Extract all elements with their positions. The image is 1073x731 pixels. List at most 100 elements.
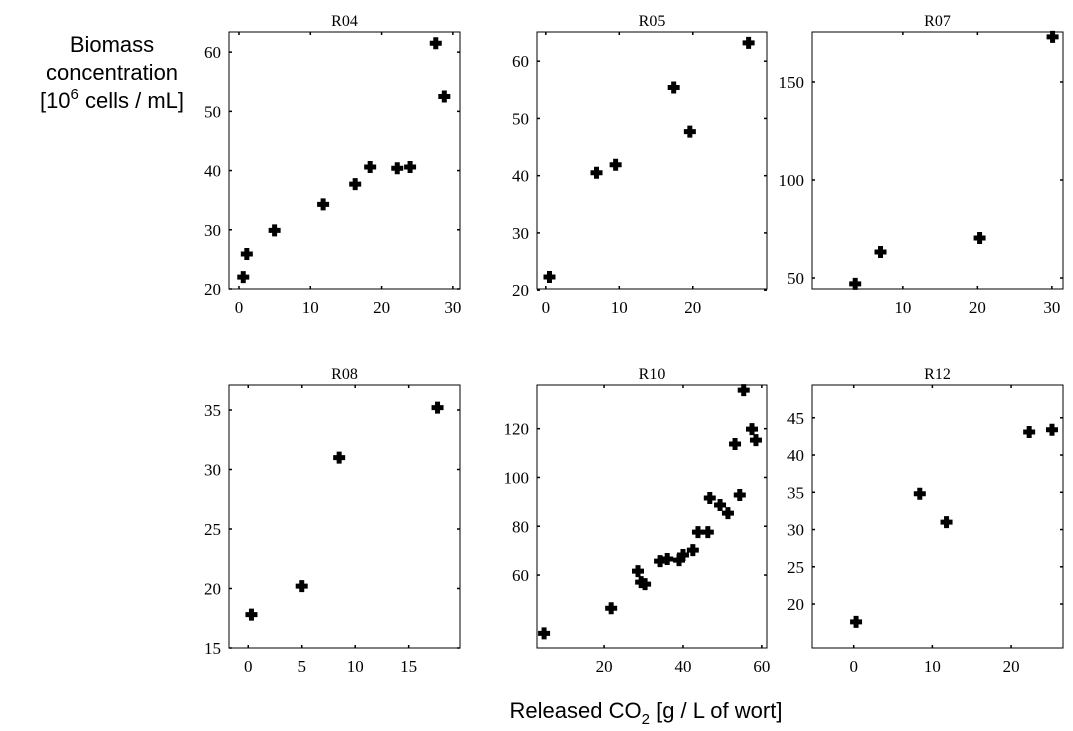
marker — [268, 224, 281, 237]
marker — [631, 565, 644, 578]
x-tick-label: 10 — [611, 298, 628, 317]
marker — [683, 125, 696, 138]
x-tick-label: 60 — [753, 657, 770, 676]
y-tick-label: 40 — [512, 167, 529, 186]
y-tick-label: 30 — [787, 521, 804, 540]
y-tick-label: 60 — [512, 566, 529, 585]
marker — [349, 178, 362, 191]
x-tick-label: 20 — [1003, 657, 1020, 676]
marker — [667, 81, 680, 94]
marker — [438, 90, 451, 103]
y-tick-label: 80 — [512, 517, 529, 536]
y-tick-label: 150 — [779, 73, 805, 92]
y-tick-label: 60 — [512, 52, 529, 71]
marker — [676, 549, 689, 562]
y-tick-label: 30 — [204, 221, 221, 240]
y-tick-label: 50 — [204, 102, 221, 121]
marker — [1023, 425, 1036, 438]
x-tick-label: 0 — [849, 657, 858, 676]
x-tick-label: 10 — [302, 298, 319, 317]
marker — [661, 552, 674, 565]
marker — [874, 245, 887, 258]
plot-frame — [228, 384, 461, 649]
marker — [295, 580, 308, 593]
marker — [691, 526, 704, 539]
y-tick-label: 30 — [512, 224, 529, 243]
marker — [1046, 30, 1059, 43]
x-tick-label: 30 — [444, 298, 461, 317]
y-axis-label: [106 cells / mL] — [40, 86, 184, 113]
marker — [1045, 423, 1058, 436]
x-tick-label: 0 — [542, 298, 551, 317]
y-tick-label: 50 — [787, 269, 804, 288]
marker — [973, 232, 986, 245]
marker — [245, 608, 258, 621]
marker — [404, 161, 417, 174]
y-tick-label: 100 — [779, 171, 805, 190]
x-axis-label: Released CO2 [g / L of wort] — [510, 698, 783, 728]
y-tick-label: 100 — [504, 468, 530, 487]
marker — [590, 166, 603, 179]
marker — [714, 499, 727, 512]
x-tick-label: 20 — [373, 298, 390, 317]
x-tick-label: 20 — [596, 657, 613, 676]
y-axis-label-superscript: 6 — [71, 86, 79, 103]
y-axis-label-part: cells / mL] — [79, 88, 184, 113]
y-tick-label: 15 — [204, 639, 221, 658]
plot-frame — [536, 384, 768, 649]
x-tick-label: 40 — [674, 657, 691, 676]
marker — [746, 423, 759, 436]
marker — [609, 158, 622, 171]
marker — [721, 507, 734, 520]
marker — [364, 161, 377, 174]
marker — [733, 489, 746, 502]
chart-title: R05 — [639, 13, 666, 30]
x-tick-label: 15 — [400, 657, 417, 676]
x-axis-label-part: [g / L of wort] — [650, 698, 782, 723]
y-tick-label: 20 — [787, 595, 804, 614]
y-tick-label: 45 — [787, 409, 804, 428]
y-axis-label: concentration — [46, 60, 178, 85]
chart-title: R04 — [331, 13, 358, 30]
y-tick-label: 35 — [204, 401, 221, 420]
x-axis-label-subscript: 2 — [642, 711, 650, 728]
marker — [737, 384, 750, 397]
x-tick-label: 20 — [969, 298, 986, 317]
marker — [849, 277, 862, 290]
chart-title: R10 — [639, 366, 666, 383]
y-tick-label: 20 — [204, 579, 221, 598]
plot-frame — [811, 31, 1064, 290]
y-tick-label: 30 — [204, 460, 221, 479]
chart-title: R08 — [331, 366, 358, 383]
marker — [701, 526, 714, 539]
marker — [850, 615, 863, 628]
y-tick-label: 20 — [204, 280, 221, 299]
marker — [538, 627, 551, 640]
x-tick-label: 20 — [684, 298, 701, 317]
plot-frame — [228, 31, 461, 290]
marker — [703, 491, 716, 504]
y-tick-label: 35 — [787, 483, 804, 502]
y-tick-label: 60 — [204, 43, 221, 62]
marker — [237, 271, 250, 284]
marker — [729, 438, 742, 451]
x-tick-label: 0 — [244, 657, 253, 676]
x-tick-label: 10 — [347, 657, 364, 676]
y-tick-label: 20 — [512, 281, 529, 300]
marker — [429, 37, 442, 50]
marker — [317, 198, 330, 211]
marker — [431, 401, 444, 414]
y-tick-label: 120 — [504, 420, 530, 439]
chart-title: R12 — [924, 366, 951, 383]
marker — [686, 544, 699, 557]
x-tick-label: 30 — [1043, 298, 1060, 317]
marker — [543, 270, 556, 283]
marker — [749, 434, 762, 447]
plot-frame — [811, 384, 1064, 649]
marker — [654, 555, 667, 568]
y-tick-label: 25 — [787, 558, 804, 577]
y-tick-label: 50 — [512, 109, 529, 128]
marker — [333, 451, 346, 464]
marker — [639, 578, 652, 591]
